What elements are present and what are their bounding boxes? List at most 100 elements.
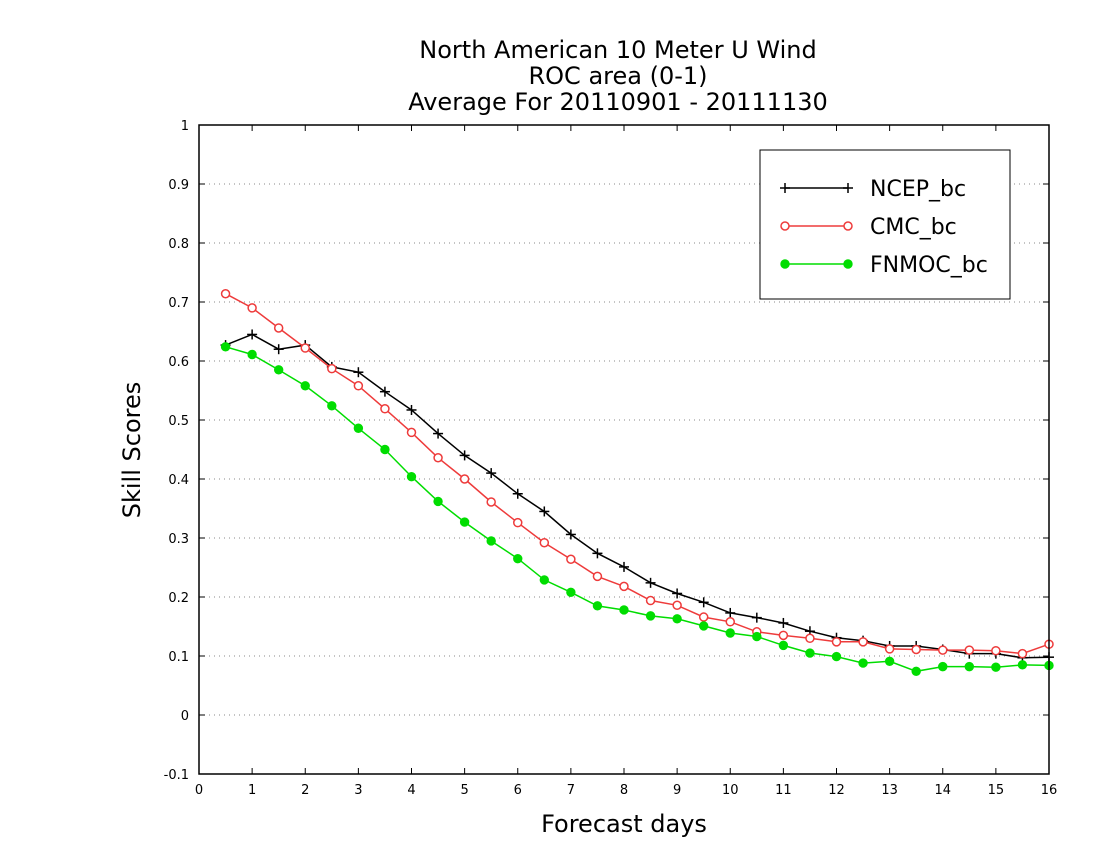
data-point [619,605,629,615]
data-point [327,401,337,411]
data-point [938,645,948,655]
y-tick-label: 1 [181,119,189,134]
data-point [964,661,975,672]
data-point [353,381,364,391]
x-tick-label: 12 [828,783,845,798]
legend-marker [843,259,853,269]
x-tick-label: 9 [673,783,681,798]
legend-marker [780,259,790,269]
data-point [273,323,284,333]
data-point [433,428,444,439]
x-tick-label: 6 [514,783,522,798]
data-point [645,611,656,621]
legend-label: NCEP_bc [870,177,966,202]
data-point [539,575,550,585]
data-point [725,607,736,618]
y-tick-label: 0.4 [168,473,189,488]
data-point [220,288,231,299]
x-tick-label: 16 [1041,783,1058,798]
data-point [486,497,496,507]
data-point [300,381,310,391]
y-tick-label: 0.1 [168,650,189,665]
data-point [353,367,364,378]
legend-item-NCEP_bc: NCEP_bc [780,177,966,202]
data-point [938,661,948,672]
x-tick-label: 2 [301,783,309,798]
legend-box [759,149,1011,300]
data-point [778,640,789,651]
data-point [380,444,390,455]
x-tick-label: 15 [988,783,1005,798]
data-point [619,561,629,572]
data-point [672,588,683,599]
y-tick-label: 0.8 [168,237,189,252]
gridlines [199,183,1049,716]
data-point [911,644,921,655]
series-line [225,333,1050,659]
y-axis-label: Skill Scores [118,382,146,519]
data-point [858,637,868,647]
data-point [645,595,656,606]
y-tick-label: 0 [181,709,189,724]
data-point [379,386,390,397]
data-point [805,648,815,658]
data-point [380,404,390,414]
data-point [858,658,868,668]
x-tick-label: 10 [722,783,739,798]
data-point [911,666,921,677]
data-point [698,621,709,631]
legend-marker [780,183,790,193]
data-point [566,587,576,597]
y-tick-label: -0.1 [164,768,189,783]
series-line [225,346,1050,673]
data-point [645,577,656,588]
data-point [459,517,470,527]
axis-ticks: -0.100.10.20.30.40.50.60.70.80.910 1 2 3 4 5 6… [164,119,1058,798]
data-point [459,450,470,461]
data-point [884,644,895,654]
data-point [964,645,975,655]
legend-item-FNMOC_bc: FNMOC_bc [780,253,988,278]
chart-title-line-2: ROC area (0-1) [528,62,707,90]
data-point [486,468,497,479]
data-point [327,363,337,374]
data-point [1017,660,1028,670]
x-axis-label: Forecast days [541,810,707,838]
y-tick-label: 0.2 [168,591,189,606]
data-point [486,536,496,546]
x-tick-label: 11 [775,783,792,798]
data-point [778,630,789,641]
data-point [220,342,231,352]
y-tick-label: 0.5 [168,414,189,429]
data-point [433,453,443,463]
x-tick-label: 13 [881,783,898,798]
series-CMC_bc [220,288,1054,659]
data-point [433,496,443,507]
series-FNMOC_bc [220,342,1054,677]
data-point [725,628,735,638]
x-tick-label: 1 [248,783,256,798]
data-point [247,303,257,313]
data-point [698,597,709,608]
x-tick-label: 0 [195,783,203,798]
data-point [592,571,603,582]
legend-marker [780,221,790,231]
data-point [353,423,364,433]
legend-label: CMC_bc [870,215,957,240]
data-point [513,553,523,564]
legend-marker [843,221,853,231]
y-tick-label: 0.7 [168,296,189,311]
data-point [566,554,576,564]
data-point [991,662,1001,672]
data-point [991,645,1001,656]
data-point [459,474,470,484]
data-point [672,600,682,611]
data-point [1017,648,1028,659]
x-tick-label: 5 [460,783,468,798]
legend-label: FNMOC_bc [870,253,988,278]
chart-title-line-1: North American 10 Meter U Wind [419,36,816,64]
legend: NCEP_bc CMC_bc FNMOC_bc [759,149,1011,300]
data-point [805,633,815,644]
series-layer [220,288,1054,677]
